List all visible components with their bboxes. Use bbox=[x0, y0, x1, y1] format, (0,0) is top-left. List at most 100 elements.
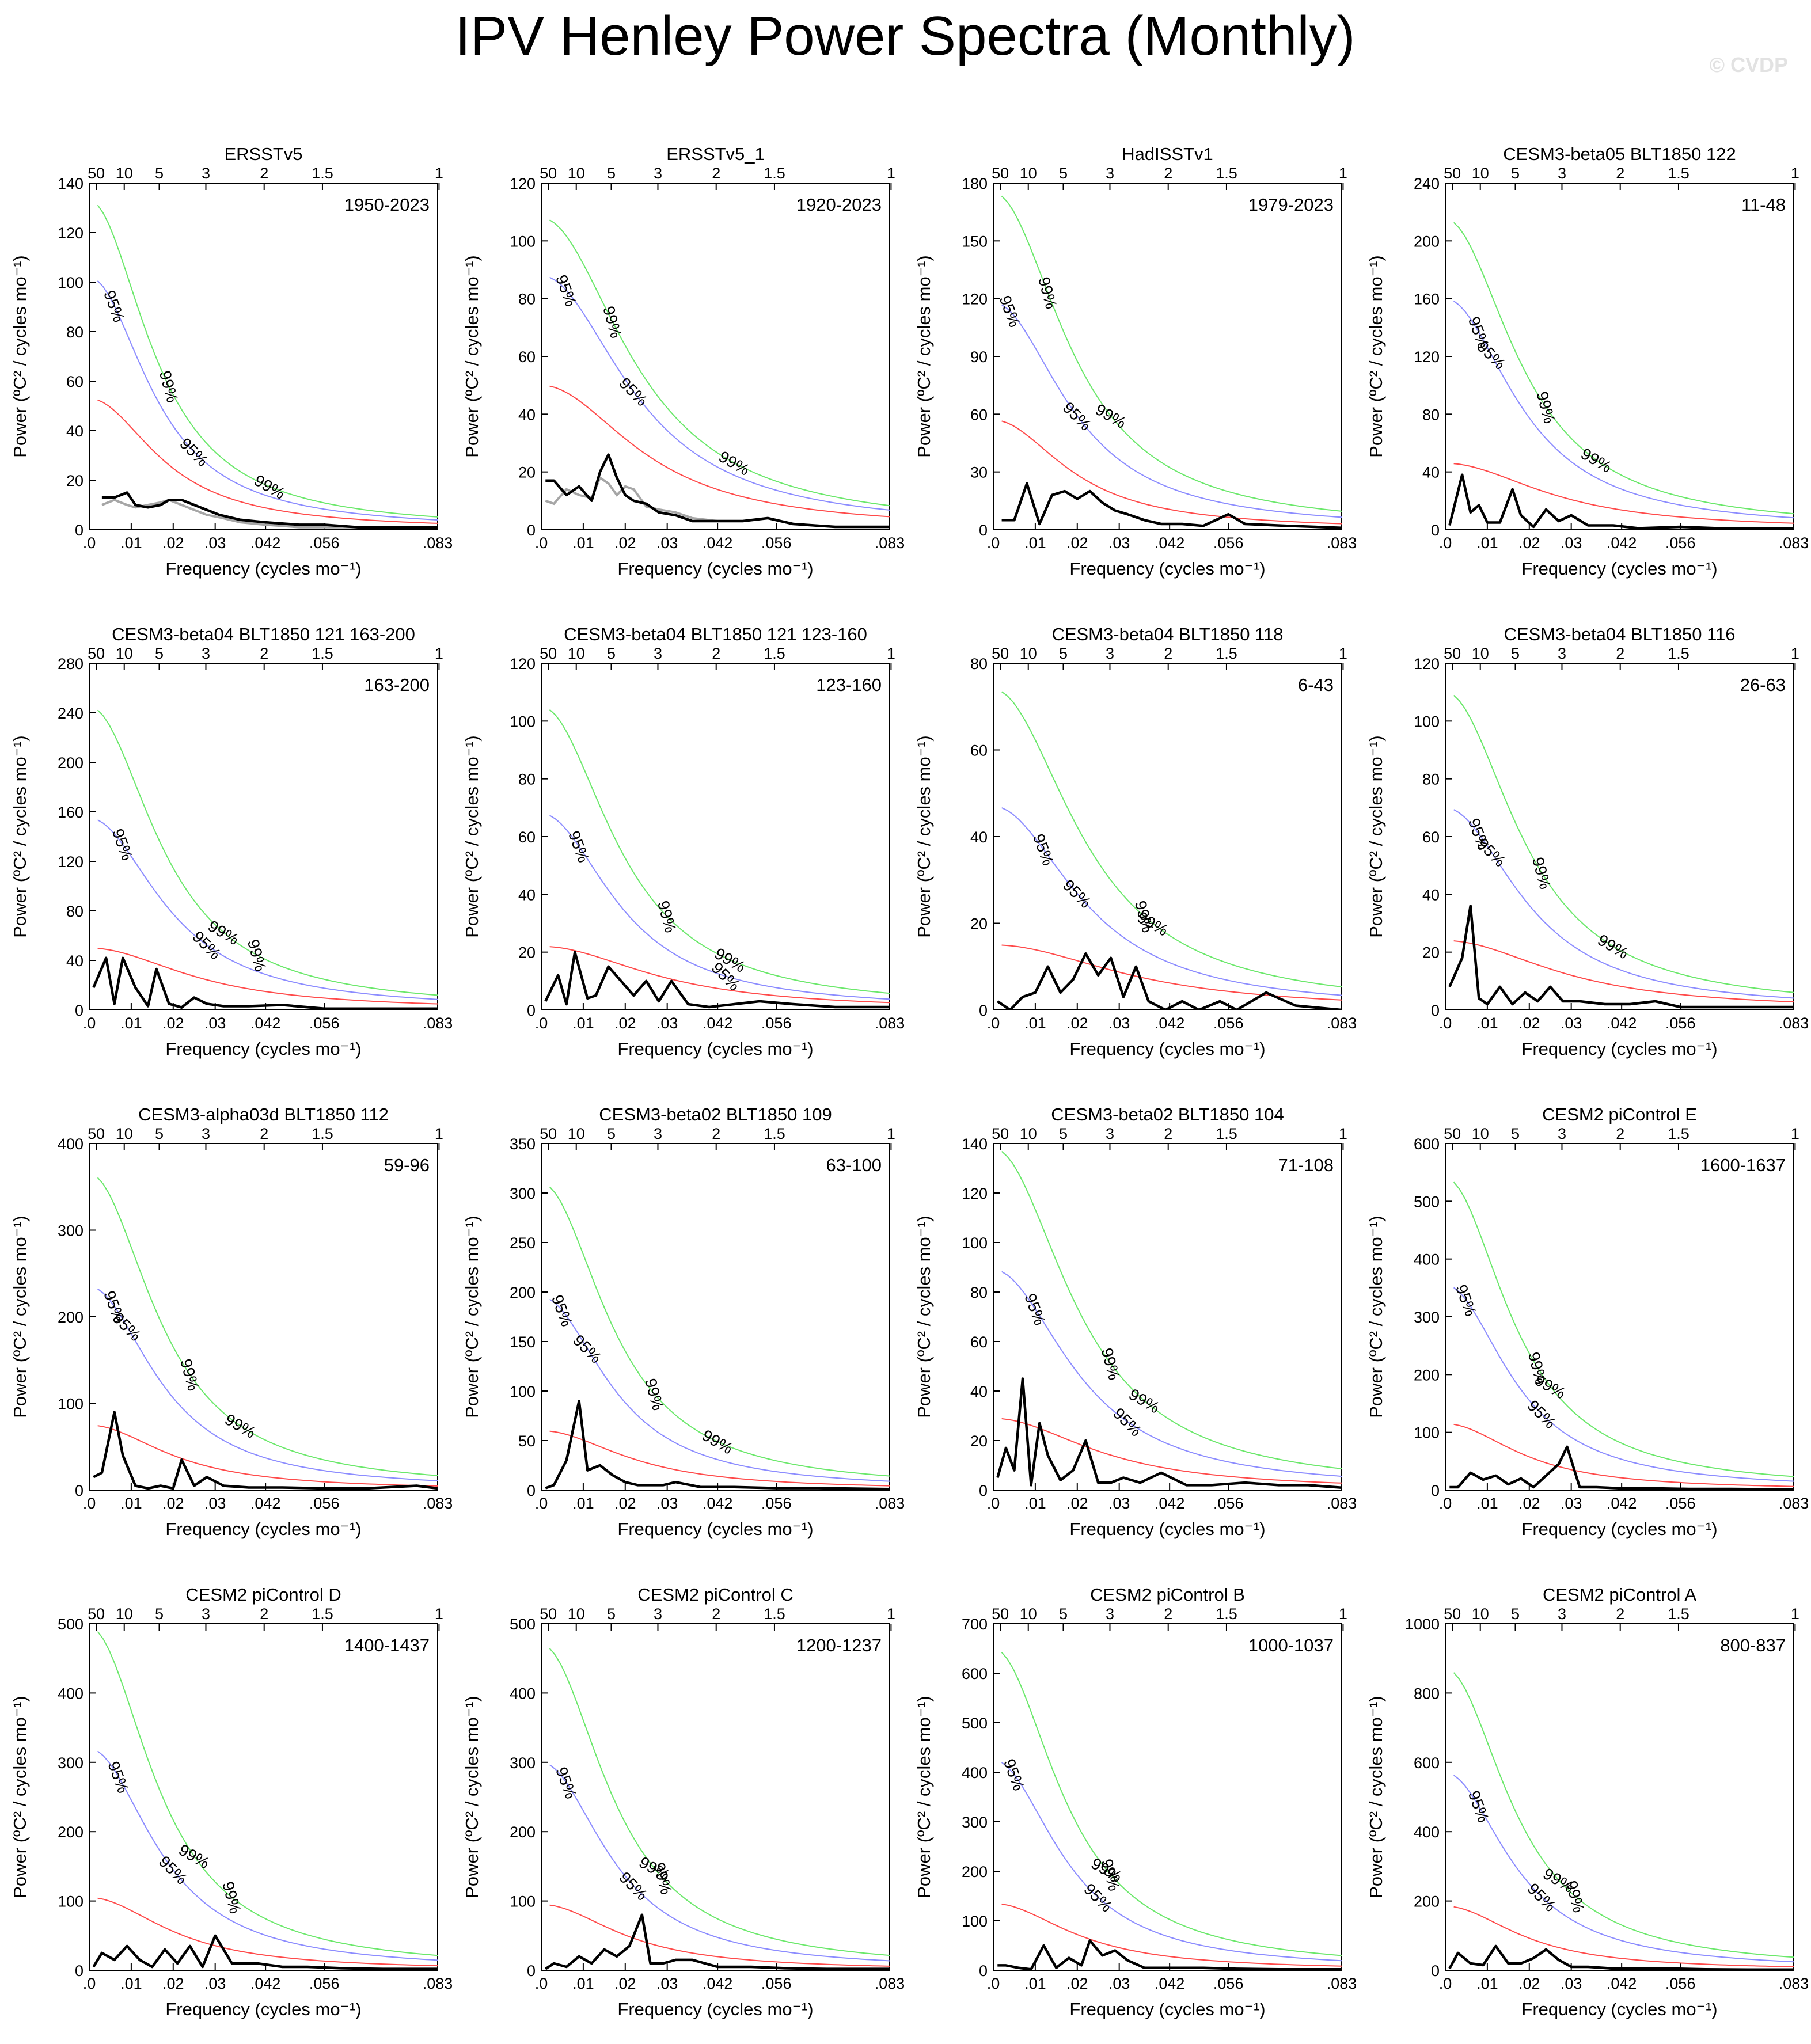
period-label: 1950-2023 bbox=[344, 195, 430, 215]
period-tick-label: 5 bbox=[1511, 1125, 1520, 1142]
significance-label: 99% bbox=[156, 368, 181, 404]
y-tick-label: 80 bbox=[1422, 771, 1440, 788]
x-tick-label: .056 bbox=[1665, 1015, 1696, 1032]
x-tick-label: .056 bbox=[1213, 1015, 1244, 1032]
confidence-95-curve bbox=[1453, 1287, 1794, 1482]
panel-title: CESM3-beta05 BLT1850 122 bbox=[1503, 144, 1736, 164]
significance-label: 95% bbox=[552, 272, 580, 309]
x-tick-label: .042 bbox=[250, 1015, 281, 1032]
period-tick-label: 3 bbox=[1106, 1125, 1114, 1142]
y-tick-label: 100 bbox=[962, 1913, 988, 1930]
significance-label: 95% bbox=[104, 1759, 132, 1795]
period-tick-label: 5 bbox=[607, 165, 616, 182]
x-tick-label: .083 bbox=[1327, 1975, 1357, 1992]
x-tick-label: .0 bbox=[1439, 1015, 1452, 1032]
period-tick-label: 10 bbox=[568, 1605, 585, 1623]
significance-label: 95% bbox=[176, 435, 212, 470]
x-tick-label: .02 bbox=[1518, 1975, 1540, 1992]
x-tick-label: .0 bbox=[1439, 1495, 1452, 1512]
x-tick-label: .0 bbox=[987, 534, 1000, 552]
x-tick-label: .042 bbox=[1607, 534, 1637, 552]
y-tick-label: 200 bbox=[58, 1823, 83, 1841]
y-tick-label: 40 bbox=[1422, 886, 1440, 903]
x-axis-label: Frequency (cycles mo⁻¹) bbox=[617, 1519, 813, 1539]
y-tick-label: 300 bbox=[510, 1185, 536, 1202]
chart-panel: CESM3-beta04 BLT1850 121 163-200 163-200 0… bbox=[10, 624, 453, 1059]
y-tick-label: 20 bbox=[970, 1433, 988, 1450]
significance-label: 95% bbox=[552, 1765, 580, 1801]
significance-label: 99% bbox=[222, 1410, 259, 1442]
significance-label: 95% bbox=[996, 293, 1024, 329]
y-tick-label: 80 bbox=[518, 291, 536, 308]
period-tick-label: 1 bbox=[1339, 165, 1347, 182]
period-tick-label: 50 bbox=[540, 645, 557, 662]
plot-frame bbox=[1445, 1143, 1794, 1491]
significance-label: 99% bbox=[699, 1426, 736, 1458]
period-tick-label: 10 bbox=[116, 1125, 133, 1142]
significance-label: 95% bbox=[548, 1293, 576, 1329]
period-tick-label: 10 bbox=[1472, 165, 1489, 182]
y-tick-label: 300 bbox=[510, 1754, 536, 1772]
period-tick-label: 1.5 bbox=[764, 165, 785, 182]
significance-label: 95% bbox=[1110, 1404, 1145, 1440]
x-axis-label: Frequency (cycles mo⁻¹) bbox=[165, 1999, 361, 2019]
period-label: 1979-2023 bbox=[1248, 195, 1334, 215]
x-tick-label: .01 bbox=[120, 1015, 142, 1032]
x-tick-label: .02 bbox=[1066, 1015, 1088, 1032]
y-tick-label: 300 bbox=[58, 1222, 83, 1240]
x-tick-label: .02 bbox=[162, 1015, 184, 1032]
confidence-99-curve bbox=[549, 709, 890, 994]
panel-title: CESM2 piControl D bbox=[185, 1585, 341, 1605]
x-tick-label: .03 bbox=[1108, 1975, 1130, 1992]
period-tick-label: 2 bbox=[712, 1605, 720, 1623]
spectrum-line bbox=[101, 491, 438, 529]
y-tick-label: 0 bbox=[979, 1002, 988, 1019]
y-tick-label: 200 bbox=[58, 754, 83, 772]
period-tick-label: 2 bbox=[1616, 1605, 1624, 1623]
period-tick-label: 10 bbox=[1020, 1605, 1037, 1623]
x-tick-label: .0 bbox=[535, 534, 548, 552]
y-tick-label: 300 bbox=[962, 1814, 988, 1831]
y-axis-label: Power (ºC² / cycles mo⁻¹) bbox=[1366, 1215, 1386, 1418]
period-tick-label: 10 bbox=[568, 165, 585, 182]
y-tick-label: 0 bbox=[1431, 1962, 1440, 1980]
chart-panel: CESM2 piControl A 800-837 0 200 400 600 800 100… bbox=[1366, 1585, 1809, 2019]
significance-label: 95% bbox=[1452, 1282, 1480, 1319]
x-tick-label: .042 bbox=[250, 1975, 281, 1992]
x-tick-label: .056 bbox=[761, 534, 792, 552]
spectrum-line bbox=[544, 951, 890, 1009]
plot-frame bbox=[89, 663, 438, 1010]
x-tick-label: .042 bbox=[703, 534, 733, 552]
plot-area: 95%99%95%99% bbox=[997, 1652, 1342, 1970]
y-tick-label: 40 bbox=[970, 1383, 988, 1400]
panel-title: CESM2 piControl A bbox=[1543, 1585, 1696, 1605]
period-tick-label: 10 bbox=[1020, 1125, 1037, 1142]
x-tick-label: .01 bbox=[572, 1015, 594, 1032]
y-tick-label: 200 bbox=[510, 1823, 536, 1841]
x-tick-label: .0 bbox=[83, 1015, 96, 1032]
x-tick-label: .083 bbox=[1327, 534, 1357, 552]
period-label: 1400-1437 bbox=[344, 1635, 430, 1655]
period-tick-label: 1.5 bbox=[764, 645, 785, 662]
x-tick-label: .083 bbox=[875, 1015, 905, 1032]
spectrum-line bbox=[996, 1377, 1342, 1489]
x-tick-label: .03 bbox=[656, 1975, 678, 1992]
spectrum-line bbox=[545, 1399, 890, 1490]
period-tick-label: 50 bbox=[1444, 1125, 1461, 1142]
period-tick-label: 2 bbox=[1616, 645, 1624, 662]
chart-panel: CESM2 piControl C 1200-1237 0 100 200 300 400 5… bbox=[462, 1585, 905, 2019]
significance-label: 99% bbox=[1594, 931, 1631, 963]
confidence-99-curve bbox=[1001, 195, 1342, 512]
y-tick-label: 100 bbox=[510, 233, 536, 250]
confidence-99-curve bbox=[1453, 222, 1794, 515]
confidence-99-curve bbox=[549, 1186, 890, 1477]
y-axis-label: Power (ºC² / cycles mo⁻¹) bbox=[914, 735, 934, 938]
y-axis-label: Power (ºC² / cycles mo⁻¹) bbox=[10, 1696, 30, 1898]
period-tick-label: 3 bbox=[1558, 1125, 1566, 1142]
y-tick-label: 40 bbox=[1422, 464, 1440, 481]
period-tick-label: 5 bbox=[1059, 1125, 1068, 1142]
period-tick-label: 50 bbox=[88, 165, 105, 182]
x-tick-label: .083 bbox=[1779, 1015, 1809, 1032]
x-tick-label: .083 bbox=[423, 1495, 453, 1512]
confidence-95-curve bbox=[1453, 809, 1794, 999]
